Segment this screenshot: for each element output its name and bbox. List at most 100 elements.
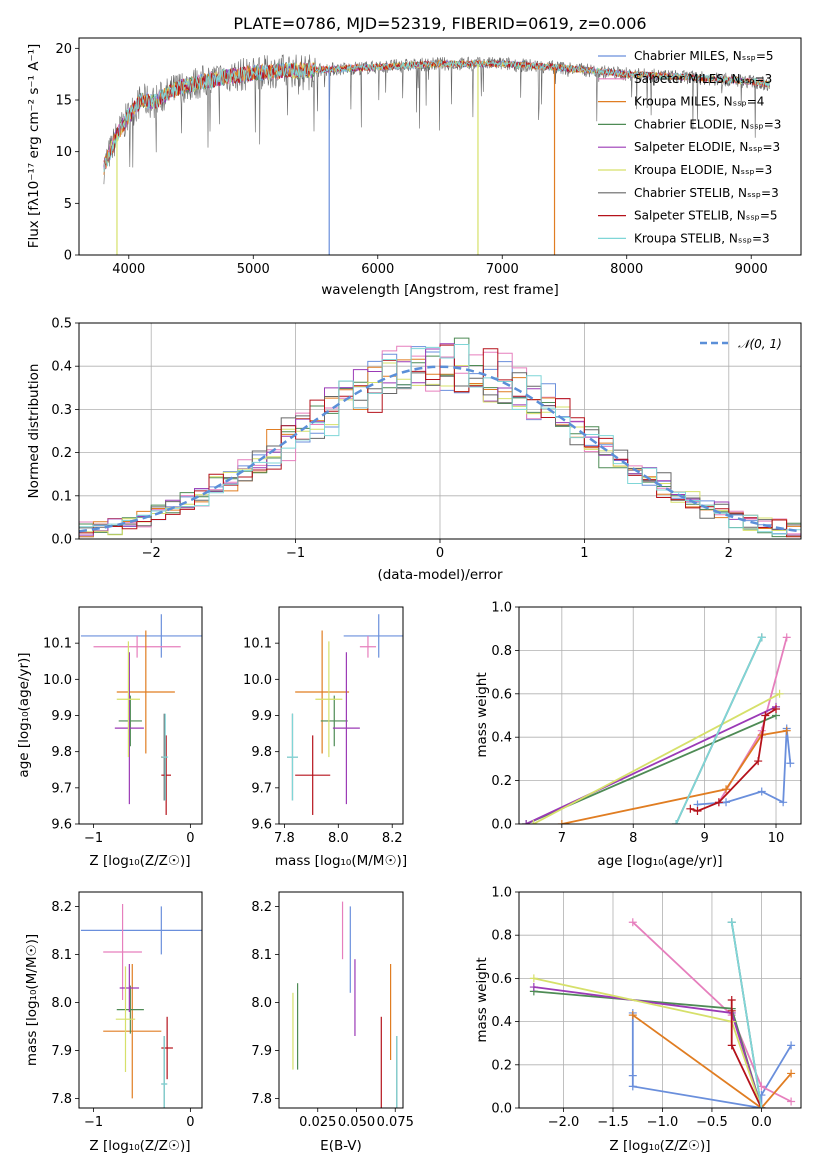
legend-label: Salpeter ELODIE, Nₛₛₚ=3 [634,140,780,154]
panel-grid [519,891,801,1109]
x-tick-label: 10 [768,831,785,846]
weight-marker [782,633,791,642]
gaussian-curve [79,365,801,533]
y-tick-label: 10.0 [243,673,272,688]
y-tick-label: 10.1 [243,637,272,652]
x-tick-label: 8.2 [382,831,403,846]
y-tick-label: 0.0 [491,1102,512,1117]
weight-marker [529,820,538,824]
panel-frame [518,606,802,825]
x-tick-label: 5000 [237,262,270,277]
weight-line [675,637,763,824]
y-tick-label: 8.2 [51,900,72,915]
weight-line [730,1000,763,1108]
y-tick-label: 0.4 [491,731,512,746]
weight-marker [529,974,538,983]
panel-axes: 0.025 0.050 0.075 7.8 7.9 8.0 8.1 8.2 [251,900,414,1130]
x-tick-label: −2.0 [548,1115,580,1130]
y-tick-label: 7.8 [251,1092,272,1107]
y-tick-label: 7.9 [51,1044,72,1059]
residual-histogram [79,344,801,535]
x-tick-label: 0.0 [751,1115,772,1130]
legend-label: Chabrier STELIB, Nₛₛₚ=3 [634,186,779,200]
weight-line [525,705,777,824]
weight-marker [761,711,770,720]
residual-histogram [79,372,801,530]
x-tick-label: 4000 [112,262,145,277]
weight-vs-age-panel: 7 8 9 10 0.0 0.2 0.4 0.6 0.8 1.0 [491,601,802,846]
y-tick-label: 0.2 [51,446,72,461]
x-tick-label: 1 [580,546,588,561]
age-vs-mass-panel: 7.8 8.0 8.2 9.6 9.7 9.8 9.9 10.0 10.1 [243,606,404,846]
spectrum-xlabel: wavelength [Angstrom, rest frame] [321,282,559,298]
weight-marker [727,1041,736,1050]
weight-marker [787,1041,796,1050]
weight-marker [628,1071,637,1080]
x-tick-label: 8.0 [328,831,349,846]
y-tick-label: 8.1 [251,948,272,963]
weight-marker [714,798,723,807]
y-tick-label: 0.6 [491,687,512,702]
weight-marker [522,820,531,824]
ageM-xlabel: mass [log₁₀(M/M☉)] [275,853,407,869]
y-tick-label: 9.6 [251,818,272,833]
spectrum-title: PLATE=0786, MJD=52319, FIBERID=0619, z=0… [233,14,646,33]
y-tick-label: 9.6 [51,818,72,833]
weight-marker [772,704,781,713]
y-tick-label: 0.3 [51,403,72,418]
y-tick-label: 15 [55,94,72,109]
x-tick-label: 6000 [361,262,394,277]
weight-marker [628,1082,637,1091]
ageZ-xlabel: Z [log₁₀(Z/Z☉)] [89,853,190,869]
spectrum-frame [78,37,802,256]
panel-content [292,901,398,1108]
y-tick-label: 0.2 [491,774,512,789]
panel-content [522,633,795,824]
x-tick-label: −0.5 [696,1115,728,1130]
weight-line [690,708,777,812]
mass-vs-metallicity-panel: −1 0 7.8 7.9 8.0 8.1 8.2 [51,891,203,1130]
y-tick-label: 1.0 [491,601,512,616]
ageZ-ylabel: age [log₁₀(age/yr)] [16,652,32,777]
y-tick-label: 0.4 [51,360,72,375]
weight-marker [686,804,695,813]
weight-line [561,729,787,824]
y-tick-label: 9.8 [251,745,272,760]
x-tick-label: 0 [186,1115,194,1130]
y-tick-label: 9.9 [251,709,272,724]
y-tick-label: 10.1 [43,637,72,652]
x-tick-label: 7.8 [274,831,295,846]
weight-marker [757,787,766,796]
weight-line [730,922,763,1108]
legend-label: Salpeter STELIB, Nₛₛₚ=5 [634,209,778,223]
legend-label: Kroupa STELIB, Nₛₛₚ=3 [634,231,770,245]
y-tick-label: 9.7 [51,781,72,796]
x-tick-label: −1.5 [597,1115,629,1130]
y-tick-label: 9.9 [51,709,72,724]
y-tick-label: 0.1 [51,489,72,504]
legend-label: Salpeter MILES, Nₛₛₚ=3 [634,72,772,86]
residuals-ylabel: Normed distribution [26,364,42,499]
mZ-xlabel: Z [log₁₀(Z/Z☉)] [89,1138,190,1154]
wAge-ylabel: mass weight [474,672,490,757]
spectrum-ylabel: Flux [fλ10⁻¹⁷ erg cm⁻² s⁻¹ A⁻¹] [26,44,42,249]
x-tick-label: −1.0 [647,1115,679,1130]
x-tick-label: −2 [142,546,161,561]
panel-axes: −1 0 9.6 9.7 9.8 9.9 10.0 10.1 [43,637,194,846]
weight-line [631,1013,792,1108]
spectrum-series-line [103,59,770,172]
gaussian-legend-label: 𝒩(0, 1) [738,337,782,351]
residuals-xlabel: (data-model)/error [377,567,503,583]
weight-marker [787,1069,796,1078]
panel-frame [278,891,404,1109]
y-tick-label: 0.8 [491,929,512,944]
legend-label: Kroupa MILES, Nₛₛₚ=4 [634,95,764,109]
y-tick-label: 0.0 [491,818,512,833]
weight-marker [757,1104,766,1108]
y-tick-label: 8.0 [251,996,272,1011]
y-tick-label: 8.2 [251,900,272,915]
x-tick-label: 0.075 [377,1115,414,1130]
x-tick-label: 2 [725,546,733,561]
panel-frame [78,606,203,825]
